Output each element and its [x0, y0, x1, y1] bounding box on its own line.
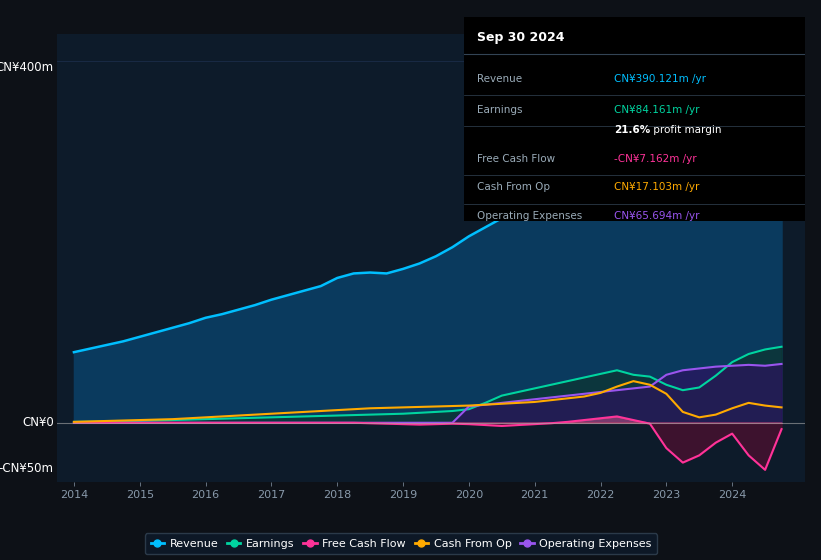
Text: Cash From Op: Cash From Op [478, 183, 551, 193]
Text: -CN¥50m: -CN¥50m [0, 461, 53, 474]
Legend: Revenue, Earnings, Free Cash Flow, Cash From Op, Operating Expenses: Revenue, Earnings, Free Cash Flow, Cash … [145, 533, 658, 554]
Text: Revenue: Revenue [478, 74, 523, 84]
Text: CN¥84.161m /yr: CN¥84.161m /yr [614, 105, 699, 115]
Text: Operating Expenses: Operating Expenses [478, 211, 583, 221]
Text: CN¥0: CN¥0 [22, 416, 53, 430]
Text: CN¥390.121m /yr: CN¥390.121m /yr [614, 74, 706, 84]
Text: Free Cash Flow: Free Cash Flow [478, 154, 556, 164]
Text: profit margin: profit margin [649, 125, 721, 135]
Text: CN¥65.694m /yr: CN¥65.694m /yr [614, 211, 699, 221]
Text: CN¥17.103m /yr: CN¥17.103m /yr [614, 183, 699, 193]
Text: CN¥400m: CN¥400m [0, 60, 53, 74]
Text: 21.6%: 21.6% [614, 125, 650, 135]
Text: Earnings: Earnings [478, 105, 523, 115]
Text: -CN¥7.162m /yr: -CN¥7.162m /yr [614, 154, 696, 164]
Text: Sep 30 2024: Sep 30 2024 [478, 31, 565, 44]
